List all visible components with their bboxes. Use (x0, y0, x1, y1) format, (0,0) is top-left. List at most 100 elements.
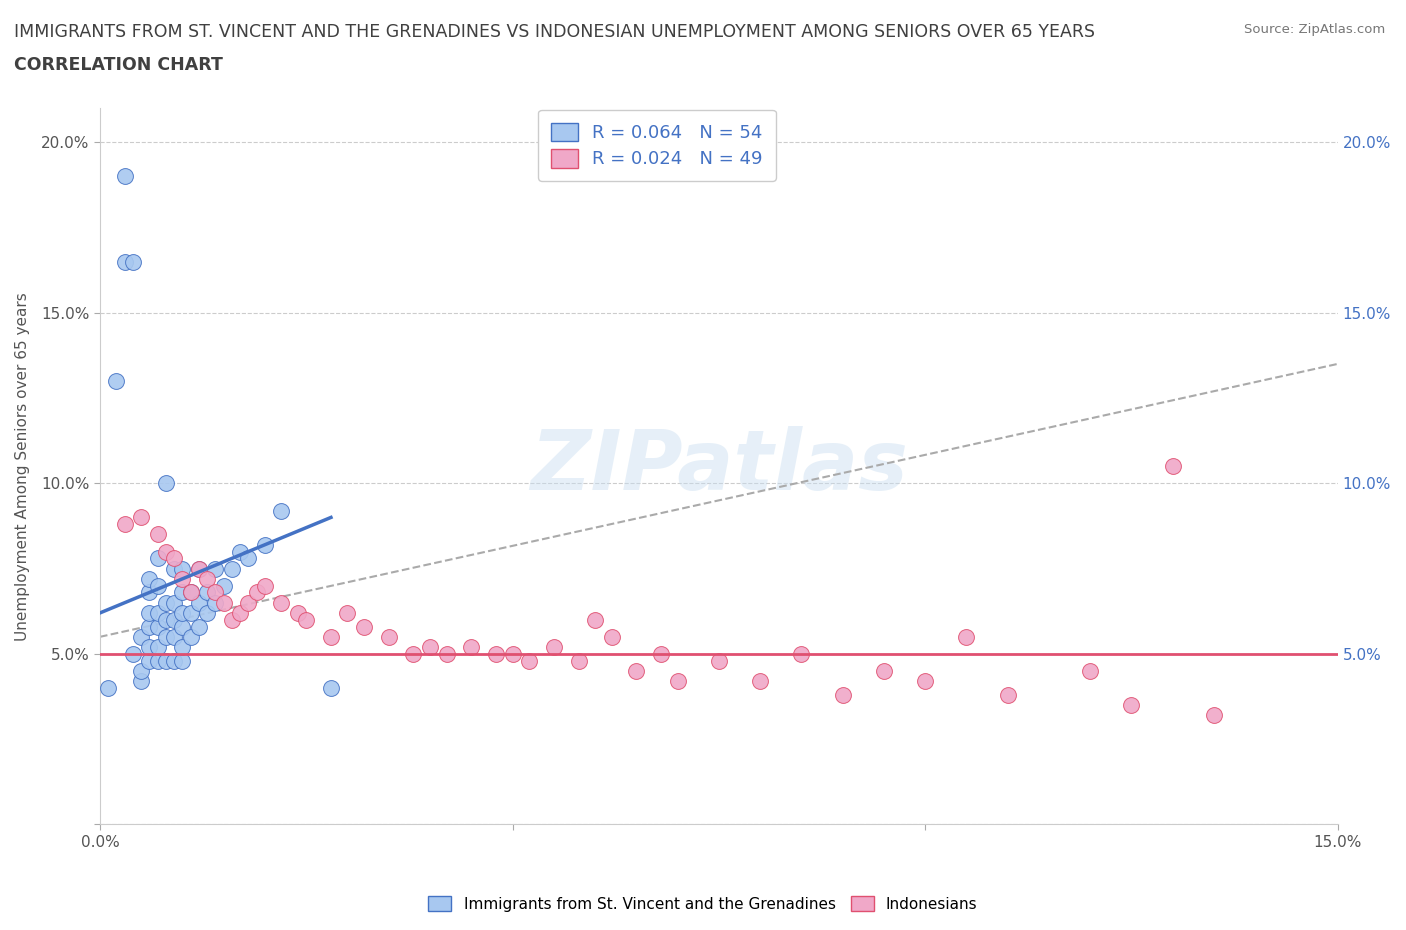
Point (353, 619, 375, 634)
Point (204, 595, 226, 610)
Point (485, 646, 508, 661)
Point (138, 653, 160, 668)
Point (172, 619, 194, 634)
Point (114, 169, 136, 184)
Point (253, 538, 276, 552)
Point (155, 653, 177, 668)
Point (204, 561, 226, 576)
Point (195, 605, 218, 620)
Point (402, 646, 425, 661)
Point (419, 640, 441, 655)
Legend: R = 0.064   N = 54, R = 0.024   N = 49: R = 0.064 N = 54, R = 0.024 N = 49 (538, 110, 776, 181)
Point (238, 551, 260, 565)
Point (97, 681, 120, 696)
Point (212, 595, 235, 610)
Point (212, 578, 235, 593)
Point (914, 673, 936, 688)
Point (155, 544, 177, 559)
Point (543, 640, 565, 655)
Point (187, 561, 209, 576)
Point (129, 630, 152, 644)
Point (195, 585, 218, 600)
Point (155, 476, 177, 491)
Point (287, 605, 309, 620)
Point (146, 578, 169, 593)
Point (295, 612, 318, 627)
Point (129, 673, 152, 688)
Point (138, 571, 160, 586)
Point (319, 681, 342, 696)
Point (377, 630, 399, 644)
Point (460, 640, 482, 655)
Point (626, 663, 648, 678)
Point (204, 585, 226, 600)
Point (873, 663, 896, 678)
Point (1161, 458, 1184, 473)
Point (180, 605, 202, 620)
Point (707, 653, 730, 668)
Point (187, 595, 209, 610)
Text: ZIPatlas: ZIPatlas (530, 426, 908, 507)
Point (600, 630, 623, 644)
Point (122, 646, 145, 661)
Point (129, 663, 152, 678)
Point (172, 561, 194, 576)
Point (749, 673, 772, 688)
Text: CORRELATION CHART: CORRELATION CHART (14, 56, 224, 73)
Point (187, 561, 209, 576)
Point (180, 585, 202, 600)
Point (1202, 708, 1225, 723)
Point (122, 254, 145, 269)
Point (172, 640, 194, 655)
Point (155, 630, 177, 644)
Point (146, 640, 169, 655)
Point (336, 605, 359, 620)
Point (831, 687, 853, 702)
Point (1078, 663, 1101, 678)
Point (229, 605, 252, 620)
Point (172, 605, 194, 620)
Point (238, 595, 260, 610)
Point (567, 653, 589, 668)
Point (146, 551, 169, 565)
Point (502, 646, 524, 661)
Legend: Immigrants from St. Vincent and the Grenadines, Indonesians: Immigrants from St. Vincent and the Gren… (422, 890, 984, 918)
Point (138, 619, 160, 634)
Point (270, 595, 292, 610)
Point (114, 254, 136, 269)
Point (180, 630, 202, 644)
Point (270, 503, 292, 518)
Point (146, 619, 169, 634)
Point (138, 605, 160, 620)
Point (195, 571, 218, 586)
Point (583, 612, 606, 627)
Point (146, 653, 169, 668)
Point (155, 595, 177, 610)
Point (129, 510, 152, 525)
Point (319, 630, 342, 644)
Point (666, 673, 689, 688)
Point (955, 630, 977, 644)
Point (155, 612, 177, 627)
Point (163, 630, 186, 644)
Point (163, 612, 186, 627)
Point (650, 646, 672, 661)
Point (221, 561, 243, 576)
Point (163, 653, 186, 668)
Point (105, 374, 128, 389)
Point (253, 578, 276, 593)
Point (229, 544, 252, 559)
Point (187, 619, 209, 634)
Point (163, 551, 186, 565)
Point (1121, 698, 1143, 712)
Point (436, 646, 458, 661)
Point (221, 612, 243, 627)
Point (146, 527, 169, 542)
Point (163, 595, 186, 610)
Point (138, 585, 160, 600)
Point (172, 585, 194, 600)
Point (246, 585, 269, 600)
Text: Source: ZipAtlas.com: Source: ZipAtlas.com (1244, 23, 1385, 36)
Point (114, 517, 136, 532)
Point (163, 561, 186, 576)
